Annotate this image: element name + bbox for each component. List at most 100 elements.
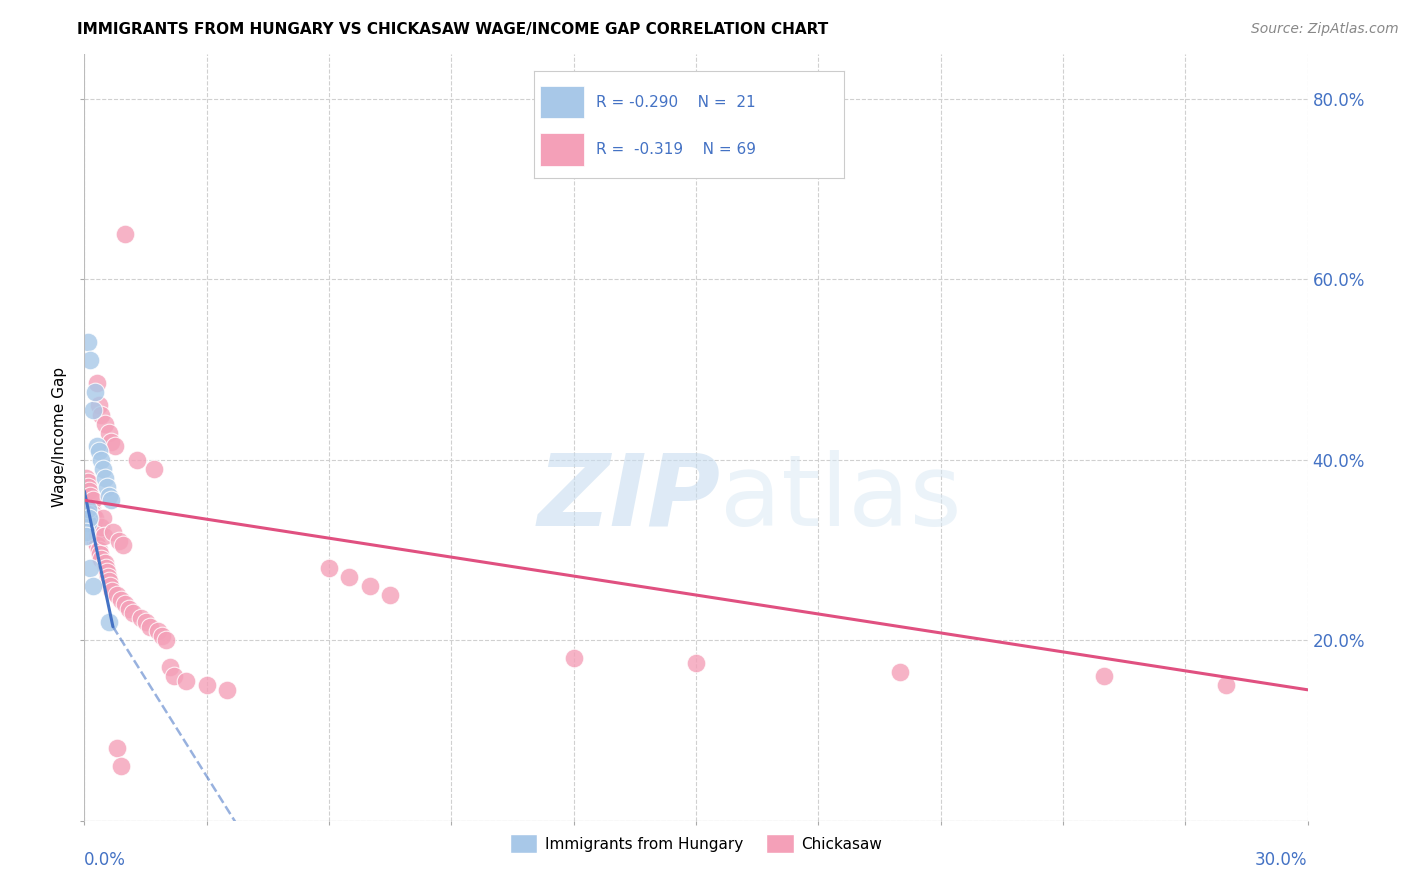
Point	[155, 633, 177, 648]
Point	[90, 552, 112, 566]
Point	[122, 606, 145, 620]
Point	[97, 489, 120, 503]
Point	[82, 493, 104, 508]
Point	[138, 619, 160, 633]
Point	[150, 629, 173, 643]
Point	[84, 524, 107, 539]
Point	[77, 484, 100, 499]
Text: atlas: atlas	[720, 450, 962, 547]
Y-axis label: Wage/Income Gap: Wage/Income Gap	[52, 367, 67, 508]
Point	[100, 434, 122, 449]
Point	[380, 588, 402, 602]
Point	[91, 511, 114, 525]
Point	[82, 403, 104, 417]
Point	[86, 376, 108, 390]
Point	[105, 741, 128, 756]
Point	[82, 507, 104, 521]
Point	[90, 520, 112, 534]
Point	[75, 524, 97, 539]
Bar	[540, 87, 583, 119]
Point	[75, 529, 97, 543]
Point	[101, 524, 124, 539]
Point	[97, 574, 120, 589]
Point	[75, 471, 97, 485]
Text: R =  -0.319    N = 69: R = -0.319 N = 69	[596, 142, 756, 157]
Point	[1092, 669, 1115, 683]
Point	[87, 542, 110, 557]
Text: 30.0%: 30.0%	[1256, 851, 1308, 870]
Point	[79, 507, 101, 521]
Point	[562, 651, 585, 665]
Point	[108, 533, 131, 548]
Point	[97, 615, 120, 629]
Point	[131, 610, 153, 624]
Point	[100, 493, 122, 508]
Point	[127, 452, 149, 467]
Point	[77, 480, 100, 494]
Point	[86, 538, 108, 552]
Point	[96, 566, 118, 580]
Point	[77, 498, 100, 512]
Point	[339, 570, 361, 584]
Point	[90, 408, 112, 422]
Point	[97, 570, 120, 584]
Point	[93, 557, 115, 571]
Point	[91, 461, 114, 475]
Point	[86, 529, 108, 543]
Point	[110, 592, 132, 607]
Point	[83, 533, 105, 548]
Text: Source: ZipAtlas.com: Source: ZipAtlas.com	[1251, 22, 1399, 37]
Point	[118, 601, 141, 615]
Point	[90, 452, 112, 467]
Point	[97, 425, 120, 440]
Point	[174, 673, 197, 688]
Point	[79, 489, 101, 503]
Text: R = -0.290    N =  21: R = -0.290 N = 21	[596, 95, 756, 110]
Point	[93, 417, 115, 431]
Point	[89, 548, 111, 562]
Point	[83, 511, 105, 525]
Point	[96, 480, 118, 494]
Point	[146, 624, 169, 639]
Point	[1215, 678, 1237, 692]
Point	[93, 529, 115, 543]
Point	[76, 475, 98, 490]
Point	[135, 615, 157, 629]
Bar	[540, 134, 583, 166]
Point	[82, 579, 104, 593]
Point	[87, 443, 110, 458]
Point	[217, 682, 239, 697]
Text: IMMIGRANTS FROM HUNGARY VS CHICKASAW WAGE/INCOME GAP CORRELATION CHART: IMMIGRANTS FROM HUNGARY VS CHICKASAW WAG…	[77, 22, 828, 37]
Point	[142, 461, 165, 475]
Point	[114, 597, 136, 611]
Point	[101, 583, 124, 598]
Point	[94, 561, 117, 575]
Point	[359, 579, 381, 593]
Point	[93, 471, 115, 485]
Point	[98, 579, 121, 593]
Point	[79, 561, 101, 575]
Point	[195, 678, 218, 692]
Point	[105, 588, 128, 602]
Point	[163, 669, 186, 683]
Point	[110, 759, 132, 773]
Legend: Immigrants from Hungary, Chickasaw: Immigrants from Hungary, Chickasaw	[503, 828, 889, 859]
Point	[159, 660, 181, 674]
Point	[77, 502, 100, 516]
Point	[83, 384, 105, 399]
Point	[77, 511, 100, 525]
Point	[104, 439, 127, 453]
Point	[79, 353, 101, 368]
Point	[76, 507, 98, 521]
Point	[77, 516, 100, 530]
Text: 0.0%: 0.0%	[84, 851, 127, 870]
Point	[114, 227, 136, 241]
Text: ZIP: ZIP	[537, 450, 720, 547]
Point	[82, 516, 104, 530]
Point	[318, 561, 340, 575]
Point	[889, 665, 911, 679]
Point	[112, 538, 135, 552]
Point	[685, 656, 707, 670]
Point	[77, 335, 100, 350]
Point	[80, 502, 103, 516]
